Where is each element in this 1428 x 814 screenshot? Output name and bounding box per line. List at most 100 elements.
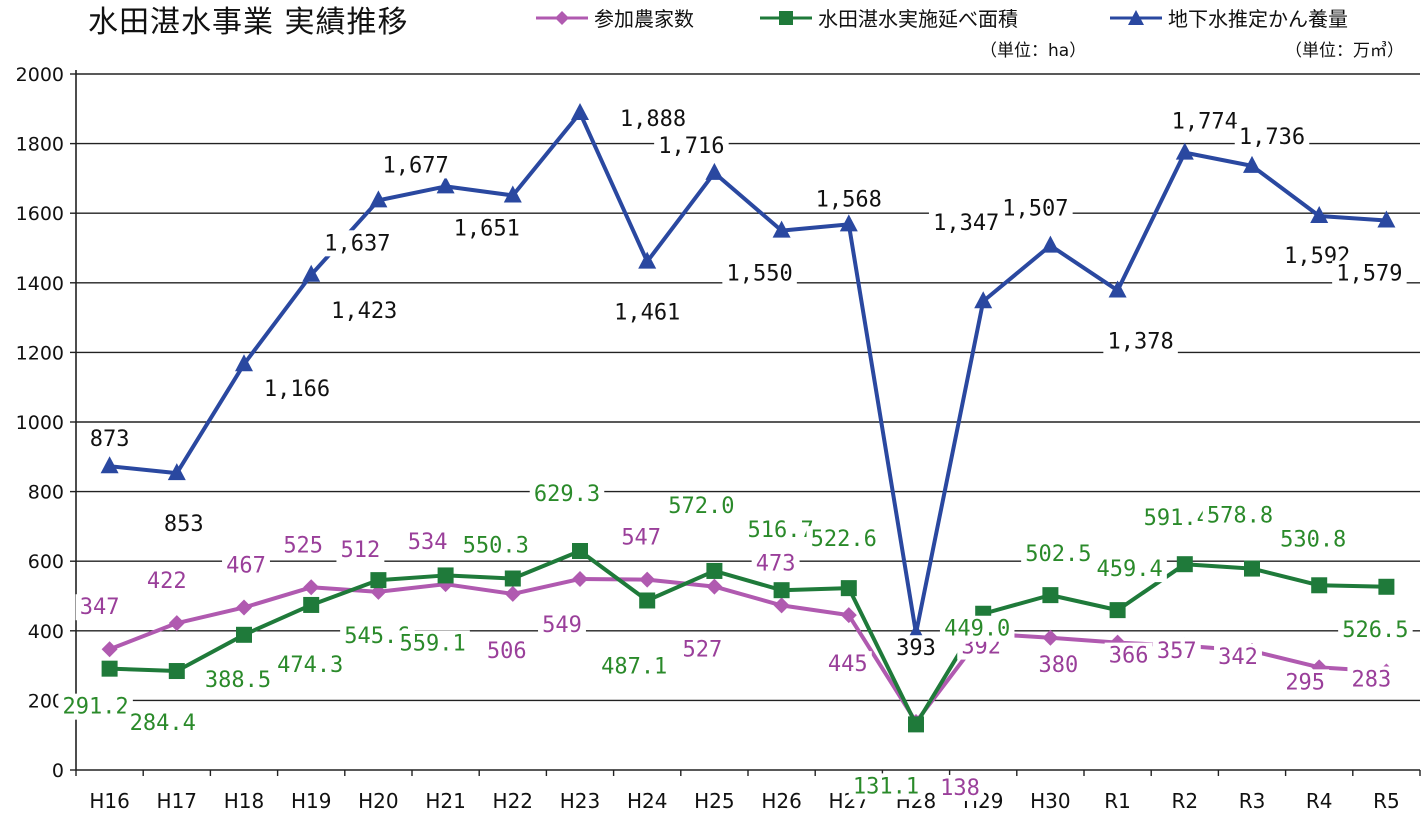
data-label-farmers-H22-group: 506	[482, 637, 531, 664]
legend-item-area: 水田湛水実施延べ面積 （単位：ha）	[760, 7, 1086, 61]
point-recharge-H26	[772, 220, 791, 238]
point-area-R5	[1378, 578, 1395, 595]
data-label-area-H25: 572.0	[668, 494, 734, 519]
data-label-area-H26: 516.7	[747, 518, 813, 543]
data-label-recharge-H29-bg	[928, 210, 1004, 237]
data-label-recharge-H20-group: 1,637	[320, 230, 395, 257]
point-recharge-H30	[1041, 235, 1060, 253]
series-line-area	[109, 549, 1387, 727]
legend-label-recharge: 地下水推定かん養量	[1168, 7, 1348, 31]
x-tick-label-H25: H25	[694, 789, 735, 813]
y-tick-label-1000: 1000	[16, 412, 64, 434]
data-label-area-R4: 530.8	[1280, 527, 1346, 552]
point-area-H30	[1042, 587, 1059, 604]
data-label-area-H27-group: 522.6	[806, 526, 882, 553]
point-farmers-H27	[840, 607, 857, 624]
point-recharge-H18	[235, 354, 253, 372]
data-label-area-H28-bg	[848, 773, 924, 800]
x-tick-label-R1: R1	[1104, 789, 1131, 813]
data-label-area-R5-bg	[1338, 616, 1413, 643]
data-label-farmers-H19-group: 525	[279, 532, 328, 559]
legend: 参加農家数 水田湛水実施延べ面積 （単位：ha） 地下水推定かん養量 （単位：万…	[536, 7, 1404, 61]
point-recharge-H24	[638, 251, 657, 269]
data-label-recharge-H25-group: 1,716	[654, 132, 729, 159]
y-axis-ticks: 0 200 400 600 800 1000 1200 1400 1600 1800 2000	[16, 64, 64, 782]
y-tick-label-600: 600	[28, 551, 64, 573]
y-tick-label-200: 200	[28, 690, 64, 712]
point-recharge-H22	[503, 185, 522, 203]
data-label-farmers-H27-group: 445	[823, 651, 872, 678]
data-label-recharge-H21-bg	[378, 152, 453, 179]
data-label-recharge-R2-bg	[1167, 108, 1243, 135]
data-label-area-H21-bg	[395, 630, 470, 657]
point-area-H22	[504, 570, 521, 587]
point-farmers-H17	[168, 615, 185, 632]
data-label-recharge-H18-group: 1,166	[259, 376, 335, 403]
data-label-farmers-H18-bg	[222, 552, 270, 579]
data-label-area-H24-bg	[596, 653, 672, 680]
legend-unit-area: （単位：ha）	[980, 41, 1086, 61]
data-label-area-H26-group: 516.7	[743, 517, 818, 544]
y-tick-label-400: 400	[28, 621, 64, 643]
data-label-farmers-H16-group: 347	[75, 594, 124, 621]
data-label-farmers-R5-group: 283	[1347, 666, 1396, 693]
axes	[70, 70, 1421, 776]
x-tick-label-H23: H23	[560, 789, 601, 813]
legend-unit-recharge: （単位：万㎥）	[1285, 41, 1404, 61]
data-label-recharge-H20: 1,637	[324, 231, 390, 256]
data-label-area-H23: 629.3	[534, 482, 600, 507]
x-tick-label-H19: H19	[291, 789, 332, 813]
data-label-recharge-H26-group: 1,550	[722, 260, 797, 287]
data-label-recharge-R3-group: 1,736	[1234, 123, 1310, 150]
data-label-recharge-H19-group: 1,423	[326, 297, 402, 324]
data-label-recharge-R5-group: 1,579	[1332, 260, 1407, 287]
data-label-farmers-H25: 527	[683, 638, 723, 663]
data-label-area-R3-bg	[1202, 502, 1278, 529]
x-tick-label-H30: H30	[1030, 789, 1071, 813]
data-label-area-H17: 284.4	[130, 711, 196, 736]
point-area-H27	[840, 580, 857, 597]
x-tick-label-H24: H24	[627, 789, 668, 813]
data-label-area-R4-group: 530.8	[1275, 526, 1351, 553]
y-tick-label-1200: 1200	[16, 342, 64, 364]
data-label-recharge-H19: 1,423	[331, 299, 397, 324]
data-label-farmers-H24-bg	[617, 524, 666, 551]
x-tick-label-H20: H20	[358, 789, 399, 813]
chart-title: 水田湛水事業 実績推移	[88, 5, 409, 40]
data-label-farmers-H16: 347	[80, 595, 120, 620]
data-label-area-H23-group: 629.3	[529, 481, 605, 508]
point-recharge-H29	[974, 291, 993, 309]
data-label-area-R3: 578.8	[1207, 504, 1273, 529]
data-label-farmers-R1-bg	[1104, 642, 1153, 669]
data-label-farmers-R2: 357	[1157, 639, 1197, 664]
y-tick-label-800: 800	[28, 482, 64, 504]
data-label-area-H17-bg	[125, 710, 201, 737]
point-recharge-R5	[1377, 210, 1396, 228]
data-label-farmers-H30: 380	[1039, 653, 1079, 678]
data-label-area-H25-bg	[664, 492, 739, 519]
data-label-recharge-R5-bg	[1332, 260, 1407, 287]
data-label-area-H29: 449.0	[944, 617, 1010, 642]
point-farmers-H30	[1042, 629, 1059, 646]
point-farmers-H22	[504, 585, 521, 602]
data-label-recharge-H25-bg	[654, 132, 729, 159]
x-tick-label-H17: H17	[157, 789, 198, 813]
data-label-recharge-H19-bg	[326, 297, 402, 324]
data-label-recharge-H23-group: 1,888	[615, 105, 691, 132]
data-label-recharge-H28-group: 393	[892, 635, 940, 662]
data-label-area-H26-bg	[743, 517, 818, 544]
data-label-recharge-H16-bg	[85, 426, 134, 453]
data-label-area-H18-bg	[200, 666, 276, 693]
data-label-recharge-H21-group: 1,677	[378, 152, 453, 179]
data-label-farmers-H23-group: 549	[538, 611, 586, 638]
data-label-farmers-H30-group: 380	[1034, 651, 1083, 678]
data-label-area-H24-group: 487.1	[596, 653, 672, 680]
data-label-recharge-H25: 1,716	[658, 134, 724, 159]
point-area-H21	[437, 567, 454, 584]
data-label-recharge-R5: 1,579	[1336, 262, 1402, 287]
data-label-farmers-H21: 534	[408, 530, 448, 555]
data-label-area-R2: 591.4	[1144, 506, 1210, 531]
data-label-farmers-H16-bg	[75, 594, 124, 621]
x-tick-label-H22: H22	[493, 789, 534, 813]
data-label-recharge-H30: 1,507	[1002, 197, 1068, 222]
